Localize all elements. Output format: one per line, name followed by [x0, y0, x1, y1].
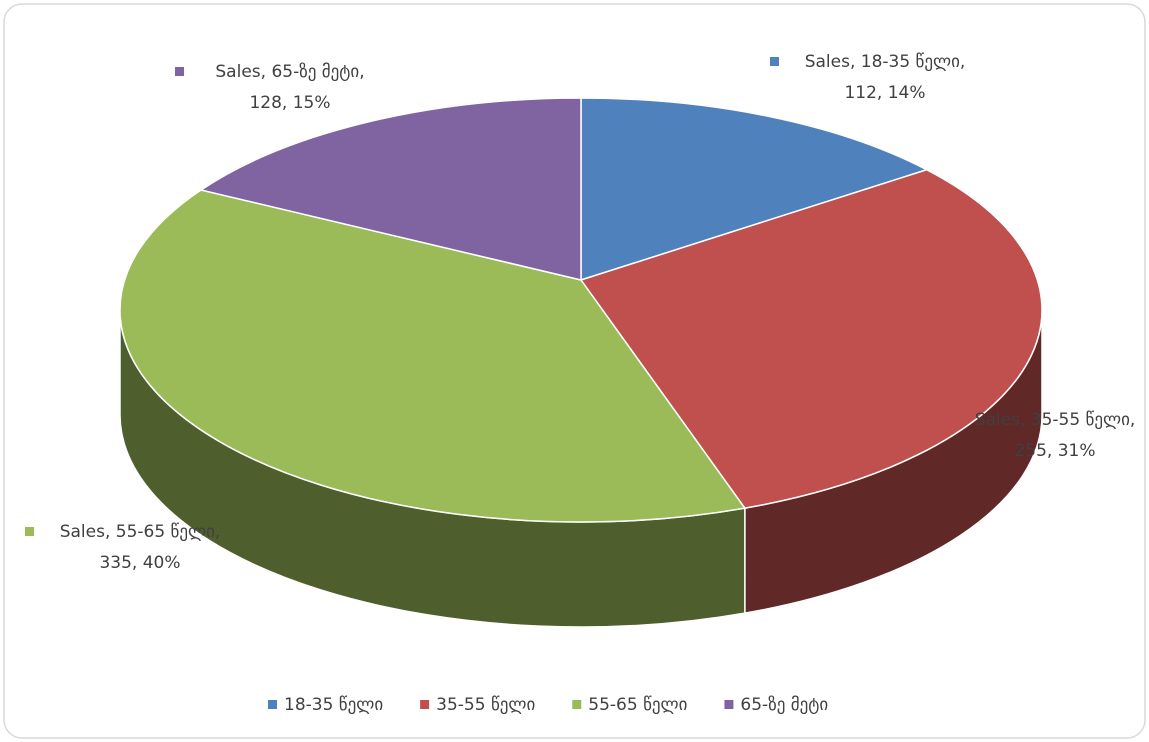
data-label-sep: , — [850, 52, 861, 72]
data-label: Sales, 65-ზე მეტი, — [215, 62, 364, 82]
data-label-series: Sales — [215, 62, 260, 82]
legend-label: 18-35 წელი — [284, 695, 383, 715]
data-label-value: 128, 15% — [249, 93, 330, 113]
data-label-category: 65-ზე მეტი — [271, 62, 359, 82]
pie-slice — [199, 97, 582, 281]
legend-label: 65-ზე მეტი — [740, 695, 828, 715]
legend-swatch — [572, 700, 582, 709]
data-label-marker — [175, 67, 184, 76]
legend-swatch — [420, 700, 430, 709]
data-label-series: Sales — [60, 522, 105, 542]
data-label-sep: , — [261, 62, 272, 82]
data-label: Sales, 55-65 წელი, — [60, 522, 221, 542]
data-label-series: Sales — [975, 410, 1020, 430]
data-label: Sales, 18-35 წელი, — [805, 52, 966, 72]
data-label-series: Sales — [805, 52, 850, 72]
data-label-value: 255, 31% — [1014, 441, 1095, 461]
data-label-value: 335, 40% — [99, 553, 180, 573]
pie-slice — [119, 189, 747, 523]
data-label-category: 35-55 წელი — [1031, 410, 1130, 430]
data-label-category: 55-65 წელი — [116, 522, 215, 542]
data-label-category: 18-35 წელი — [861, 52, 960, 72]
data-label-marker — [25, 527, 34, 536]
data-label-value: 112, 14% — [844, 83, 925, 103]
data-label-sep: , — [1130, 410, 1135, 430]
pie-slice — [580, 97, 929, 282]
data-label-sep: , — [960, 52, 965, 72]
legend-label: 35-55 წელი — [436, 695, 535, 715]
legend-label: 55-65 წელი — [588, 695, 687, 715]
data-label-sep: , — [359, 62, 364, 82]
legend-swatch — [724, 700, 734, 709]
data-label-sep: , — [105, 522, 116, 542]
data-label-marker — [770, 57, 779, 66]
legend-swatch — [268, 700, 277, 709]
data-label: Sales, 35-55 წელი, — [975, 410, 1136, 430]
pie-slice — [579, 168, 1043, 509]
data-label-marker — [940, 415, 949, 424]
data-label-sep: , — [215, 522, 220, 542]
data-label-sep: , — [1020, 410, 1031, 430]
